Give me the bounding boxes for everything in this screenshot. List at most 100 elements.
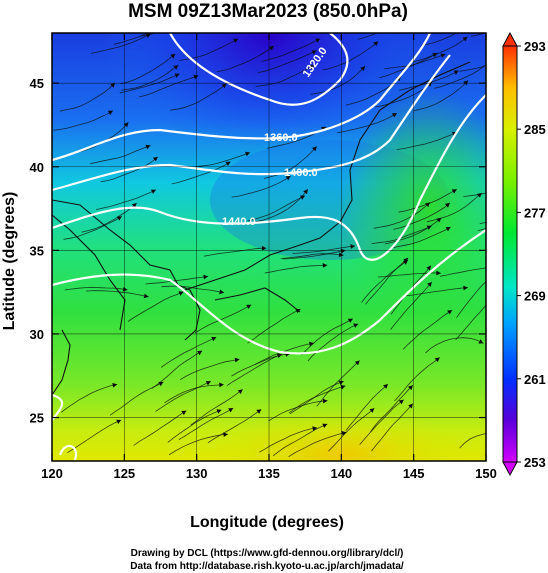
streamline-arrowhead xyxy=(373,41,379,47)
streamline-arrowhead xyxy=(369,408,375,413)
colorbar-tick-label: 293 xyxy=(524,39,546,54)
contour-1440 xyxy=(52,94,486,261)
colorbar-scale xyxy=(502,45,518,463)
streamline-arrowhead xyxy=(311,50,317,55)
streamline-arrowhead xyxy=(205,381,211,386)
streamline-arrowhead xyxy=(383,384,388,389)
streamline xyxy=(189,152,251,169)
streamline-arrowhead xyxy=(246,304,252,309)
streamline xyxy=(459,65,486,72)
streamline-arrowhead xyxy=(350,244,355,249)
japan-coast xyxy=(184,61,471,291)
colorbar-tick-label: 277 xyxy=(524,205,546,220)
streamline xyxy=(127,291,184,322)
streamline-arrowhead xyxy=(434,357,440,363)
y-tick-label: 45 xyxy=(30,76,44,91)
streamline-arrowhead xyxy=(122,286,128,292)
x-axis-label: Longitude (degrees) xyxy=(190,514,344,531)
colorbar-tick-label: 269 xyxy=(524,289,546,304)
korea-coast xyxy=(52,199,201,341)
streamline-arrowhead xyxy=(492,292,497,297)
streamline xyxy=(398,189,457,213)
streamline xyxy=(370,384,414,433)
streamline-arrowhead xyxy=(237,389,243,394)
streamline-arrowhead xyxy=(173,65,179,70)
contour-label-1360: 1360.0 xyxy=(264,132,298,144)
streamline-arrowhead xyxy=(315,38,321,43)
streamline xyxy=(255,64,315,87)
streamline xyxy=(288,431,347,458)
streamline-arrowhead xyxy=(347,318,353,323)
streamline xyxy=(178,407,234,441)
streamline-arrowhead xyxy=(107,110,113,115)
contour-label-1400: 1400.0 xyxy=(284,167,318,179)
streamline-arrowhead xyxy=(398,399,404,405)
streamline-arrowhead xyxy=(225,161,231,166)
streamline-arrowhead xyxy=(408,403,413,409)
streamline-arrowhead xyxy=(233,38,239,43)
streamline-arrowhead xyxy=(309,65,315,70)
streamline-arrowhead xyxy=(228,408,234,413)
streamline-arrowhead xyxy=(234,357,240,363)
streamline xyxy=(421,33,458,46)
streamline-arrowhead xyxy=(216,409,222,414)
streamline-arrowhead xyxy=(312,426,318,431)
streamline-arrowhead xyxy=(426,265,431,271)
streamline xyxy=(257,50,317,73)
streamline xyxy=(91,33,151,54)
y-tick-label: 30 xyxy=(30,327,44,342)
streamline-arrowhead xyxy=(181,410,187,416)
y-axis: 25 30 35 40 45 xyxy=(30,76,486,426)
x-tick-label: 130 xyxy=(186,466,208,481)
streamline-arrowhead xyxy=(340,384,346,390)
colorbar-top-arrow xyxy=(502,31,518,47)
credit-data: Data from http://database.rish.kyoto-u.a… xyxy=(130,561,404,572)
streamline xyxy=(288,385,346,414)
streamline xyxy=(413,80,469,112)
streamline xyxy=(455,304,486,341)
streamline-arrowhead xyxy=(221,83,227,89)
colorbar-ticks: 253 261 269 277 285 293 xyxy=(517,39,546,470)
streamline-arrowhead xyxy=(145,144,151,150)
streamline xyxy=(119,73,180,94)
streamline-arrowhead xyxy=(211,336,217,342)
streamline xyxy=(440,267,486,277)
streamline-arrowhead xyxy=(341,431,347,436)
x-tick-label: 125 xyxy=(113,466,135,481)
streamline xyxy=(113,33,148,45)
streamline-arrowhead xyxy=(426,225,432,230)
streamline xyxy=(96,189,157,210)
streamline xyxy=(59,82,116,112)
cold-region xyxy=(100,33,440,180)
streamline-arrowhead xyxy=(445,202,450,208)
streamline xyxy=(255,188,309,223)
streamline xyxy=(280,253,344,259)
streamline xyxy=(283,249,346,260)
streamline xyxy=(247,195,306,222)
streamline xyxy=(410,36,468,63)
streamline xyxy=(247,308,301,344)
streamline-arrowhead xyxy=(402,260,408,265)
streamline xyxy=(405,287,468,297)
streamline xyxy=(259,427,318,453)
streamline xyxy=(310,65,366,95)
contour-1480 xyxy=(52,229,486,355)
streamline xyxy=(328,407,375,452)
streamline xyxy=(345,383,389,432)
streamline xyxy=(133,410,187,446)
streamline-arrowhead xyxy=(360,66,366,71)
streamline-arrowhead xyxy=(268,45,274,51)
streamline-arrowhead xyxy=(303,189,308,195)
chart-title: MSM 09Z13Mar2023 (850.0hPa) xyxy=(128,1,408,22)
streamline xyxy=(261,38,321,62)
streamline-arrowhead xyxy=(178,291,184,296)
colorbar-tick-label: 261 xyxy=(524,372,546,387)
streamline xyxy=(272,423,328,457)
streamline xyxy=(361,259,409,303)
streamline xyxy=(471,33,486,37)
streamline-arrowhead xyxy=(219,382,224,388)
streamline xyxy=(155,380,211,412)
y-tick-label: 40 xyxy=(30,160,44,175)
streamline-arrowhead xyxy=(174,73,180,78)
